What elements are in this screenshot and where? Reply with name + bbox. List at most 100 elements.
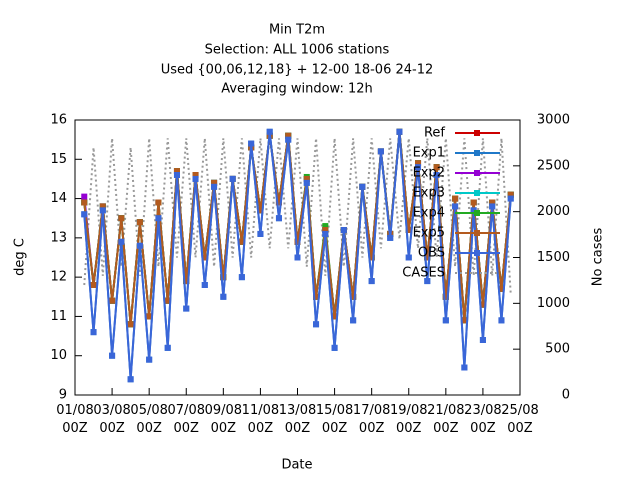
data-point bbox=[229, 175, 236, 182]
data-point bbox=[211, 183, 218, 190]
x-axis-label: Date bbox=[281, 458, 312, 473]
data-point bbox=[415, 160, 422, 167]
data-point bbox=[313, 321, 320, 328]
data-point bbox=[266, 128, 273, 135]
x-tick-label: 05/08 00Z bbox=[130, 403, 168, 436]
data-point bbox=[192, 172, 199, 178]
y-tick-label: 16 bbox=[50, 113, 67, 128]
series-line bbox=[83, 138, 512, 295]
data-point bbox=[99, 207, 106, 214]
data-point bbox=[340, 227, 347, 233]
data-point bbox=[387, 234, 394, 241]
y-tick-label: 12 bbox=[50, 270, 67, 285]
data-point bbox=[479, 337, 486, 343]
y-tick-label: 10 bbox=[50, 348, 67, 363]
data-point bbox=[109, 352, 116, 359]
x-tick-label: 21/08 00Z bbox=[427, 403, 465, 436]
data-point bbox=[303, 175, 310, 182]
y2-tick-label: 3000 bbox=[537, 113, 570, 128]
data-point bbox=[118, 238, 125, 245]
x-tick-label: 11/08 00Z bbox=[241, 403, 280, 436]
data-point bbox=[405, 254, 412, 261]
legend-label: Exp4 bbox=[413, 206, 445, 221]
data-point bbox=[173, 168, 180, 175]
data-point bbox=[424, 278, 431, 285]
data-point bbox=[238, 274, 245, 281]
data-point bbox=[452, 203, 459, 210]
data-point bbox=[275, 215, 282, 222]
data-point bbox=[90, 282, 97, 288]
y2-tick-label: 0 bbox=[562, 388, 570, 403]
data-point bbox=[211, 179, 218, 186]
data-point bbox=[155, 215, 162, 222]
data-point bbox=[405, 227, 412, 233]
data-point bbox=[331, 313, 338, 320]
chart-subtitle: Used {00,06,12,18} + 12-00 18-06 24-12 bbox=[161, 63, 434, 78]
data-point bbox=[479, 301, 486, 308]
data-point bbox=[442, 317, 449, 324]
data-point bbox=[81, 199, 88, 206]
legend-label: Exp5 bbox=[413, 226, 445, 241]
y2-tick-label: 1500 bbox=[537, 250, 570, 265]
x-tick-label: 23/08 00Z bbox=[464, 403, 502, 436]
legend-label: Ref bbox=[424, 126, 445, 141]
data-point bbox=[285, 136, 292, 143]
data-point bbox=[461, 317, 468, 324]
data-point bbox=[322, 227, 329, 233]
data-point bbox=[136, 219, 143, 226]
data-point bbox=[433, 172, 440, 178]
data-point bbox=[368, 278, 375, 285]
data-point bbox=[415, 164, 422, 171]
data-point bbox=[183, 278, 190, 285]
data-point bbox=[489, 203, 496, 210]
data-point bbox=[90, 329, 97, 336]
data-point bbox=[294, 238, 301, 245]
legend-marker bbox=[474, 150, 480, 156]
data-point bbox=[146, 313, 153, 320]
y-tick-label: 13 bbox=[50, 230, 67, 245]
data-point bbox=[452, 195, 459, 202]
legend-marker bbox=[474, 230, 480, 236]
data-point bbox=[201, 254, 208, 261]
x-tick-label: 03/08 00Z bbox=[93, 403, 131, 436]
legend-label: Exp2 bbox=[413, 166, 445, 181]
data-point bbox=[99, 203, 106, 210]
x-tick-label: 25/08 00Z bbox=[501, 403, 539, 436]
x-tick-label: 09/08 00Z bbox=[204, 403, 243, 436]
data-point bbox=[192, 175, 199, 182]
data-point bbox=[275, 199, 282, 206]
legend-label: CASES bbox=[402, 266, 445, 281]
data-point bbox=[136, 242, 143, 249]
chart-subtitle: Selection: ALL 1006 stations bbox=[205, 43, 390, 58]
data-point bbox=[470, 207, 477, 214]
data-point bbox=[155, 199, 162, 206]
x-tick-label: 15/08 00Z bbox=[315, 403, 354, 436]
x-tick-label: 17/08 00Z bbox=[352, 403, 391, 436]
data-point bbox=[238, 238, 245, 245]
data-point bbox=[498, 317, 505, 324]
y-tick-label: 14 bbox=[50, 191, 67, 206]
data-point bbox=[294, 254, 301, 261]
data-point bbox=[313, 293, 320, 300]
data-point bbox=[183, 305, 190, 312]
y2-tick-label: 2500 bbox=[537, 158, 570, 173]
data-point bbox=[498, 285, 505, 292]
data-point bbox=[489, 199, 496, 206]
legend-label: Exp1 bbox=[413, 146, 445, 161]
chart-title: Min T2m bbox=[269, 23, 325, 38]
data-point bbox=[424, 254, 431, 261]
data-point bbox=[368, 254, 375, 261]
data-point bbox=[433, 164, 440, 171]
legend-marker bbox=[474, 170, 480, 176]
data-point bbox=[164, 297, 171, 304]
x-tick-label: 07/08 00Z bbox=[167, 403, 205, 436]
legend-marker bbox=[474, 130, 480, 136]
data-point bbox=[173, 172, 180, 178]
data-point bbox=[220, 274, 227, 281]
data-point bbox=[322, 223, 329, 230]
legend-label: OBS bbox=[418, 246, 445, 261]
data-point bbox=[396, 128, 403, 135]
y2-axis-label: No cases bbox=[591, 228, 606, 287]
